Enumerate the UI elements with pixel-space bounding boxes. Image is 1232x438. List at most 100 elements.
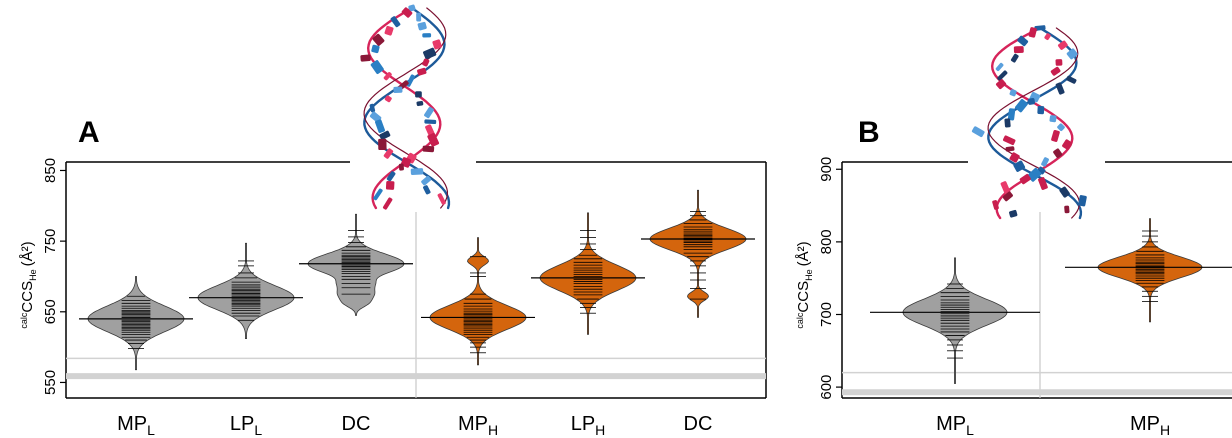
category-label-sub: L: [966, 422, 974, 438]
y-axis-label-prefix: calc: [19, 312, 29, 329]
nucleotide-base: [417, 21, 427, 31]
panel-a-y-ticks: 550 650 750 850: [42, 158, 66, 395]
panel-b-reference-lines: [842, 371, 1232, 396]
category-label-main: LP: [230, 413, 254, 435]
nucleotide-base: [437, 193, 446, 205]
y-axis-label-unit: (Å²): [19, 241, 36, 266]
nucleotide-base: [1005, 146, 1015, 152]
nucleotide-base: [424, 119, 437, 125]
nucleotide-base: [1019, 173, 1031, 185]
nucleotide-base: [1027, 97, 1036, 105]
nucleotide-base: [373, 188, 383, 201]
nucleotide-base: [417, 67, 427, 76]
nucleotide-base: [360, 54, 371, 62]
category-label: MPH: [1130, 413, 1170, 438]
nucleotide-base: [406, 74, 416, 87]
nucleotide-base: [1057, 40, 1068, 50]
nucleotide-base: [369, 111, 382, 123]
nucleotide-base: [995, 62, 1004, 72]
nucleotide-base: [1064, 205, 1070, 214]
y-tick-label: 800: [818, 229, 835, 254]
panel-a-category-labels: MPL LPL DC MPH LPH DC: [117, 413, 712, 438]
panel-b-frame: [841, 161, 1232, 399]
rna-structure-illustration-b: [971, 25, 1087, 220]
nucleotide-base: [1049, 115, 1057, 123]
violin-shape: [649, 189, 747, 318]
nucleotide-base: [1078, 195, 1087, 207]
nucleotide-base: [422, 145, 435, 153]
category-label: DC: [342, 413, 371, 435]
category-label-main: DC: [342, 413, 371, 435]
nucleotide-base: [1009, 152, 1020, 163]
helix-strand: [987, 27, 1081, 219]
nucleotide-base: [1034, 25, 1046, 31]
category-label-main: DC: [684, 413, 713, 435]
nucleotide-base: [386, 171, 396, 182]
category-label-sub: H: [488, 422, 498, 438]
category-label-main: MP: [117, 413, 147, 435]
y-axis-label-unit: (Å²): [795, 241, 812, 266]
category-label-main: MP: [458, 413, 488, 435]
y-axis-label: calcCCSHe (Å²): [19, 241, 38, 328]
nucleotide-base: [375, 119, 385, 133]
nucleotide-base: [1015, 99, 1028, 113]
panel-b-y-axis-label: calcCCSHe (Å²): [795, 241, 814, 328]
nucleotide-base: [1053, 148, 1063, 159]
nucleotide-base: [1044, 33, 1051, 41]
nucleotide-base: [1041, 157, 1049, 167]
y-tick-label: 700: [818, 302, 835, 327]
nucleotide-base: [372, 33, 385, 46]
nucleotide-base: [379, 130, 391, 140]
y-axis-label-main: CCS: [19, 281, 36, 313]
nucleotide-base: [1027, 167, 1042, 182]
y-tick-label: 650: [42, 299, 59, 324]
nucleotide-base: [423, 47, 437, 60]
helix-strand: [990, 26, 1074, 220]
nucleotide-base: [370, 60, 384, 75]
nucleotide-base: [1004, 118, 1011, 128]
nucleotide-base: [1009, 209, 1018, 218]
panel-a-frame: [65, 161, 767, 399]
y-tick-label: 900: [818, 157, 835, 182]
nucleotide-base: [424, 106, 434, 119]
nucleotide-base: [401, 7, 413, 18]
nucleotide-base: [390, 16, 401, 28]
nucleotide-base: [1050, 66, 1061, 76]
category-label: MPH: [458, 413, 498, 438]
category-label-sub: L: [147, 422, 155, 438]
nucleotide-base: [1038, 177, 1048, 190]
nucleotide-base: [384, 95, 392, 103]
category-label: DC: [684, 413, 713, 435]
nucleotide-base: [432, 39, 442, 50]
category-label-main: LP: [571, 413, 595, 435]
panel-a-label: A: [78, 116, 100, 149]
nucleotide-base: [423, 185, 431, 195]
nucleotide-base: [416, 100, 424, 107]
nucleotide-base: [1037, 105, 1045, 115]
nucleotide-base: [408, 4, 416, 12]
nucleotide-base: [1000, 181, 1011, 195]
nucleotide-base: [422, 33, 432, 38]
y-axis-label-sub: He: [28, 269, 38, 281]
helix-strand: [363, 7, 448, 209]
nucleotide-base: [992, 200, 999, 210]
nucleotide-base: [1007, 108, 1016, 121]
nucleotide-base: [1028, 27, 1037, 38]
nucleotide-base: [382, 197, 393, 210]
nucleotide-base: [383, 148, 394, 159]
category-label: LPH: [571, 413, 606, 438]
y-axis-label-prefix: calc: [795, 312, 805, 329]
panel-a-reference-lines: [66, 357, 766, 380]
nucleotide-base: [410, 168, 424, 175]
rna-structure-illustration-a: [360, 4, 451, 210]
category-label: MPL: [117, 413, 155, 438]
category-label: LPL: [230, 413, 262, 438]
panel-a-y-axis-label: calcCCSHe (Å²): [19, 241, 38, 328]
nucleotide-base: [995, 79, 1007, 90]
nucleotide-base: [1057, 123, 1065, 132]
y-tick-label: 850: [42, 158, 59, 183]
nucleotide-base: [1055, 82, 1065, 95]
